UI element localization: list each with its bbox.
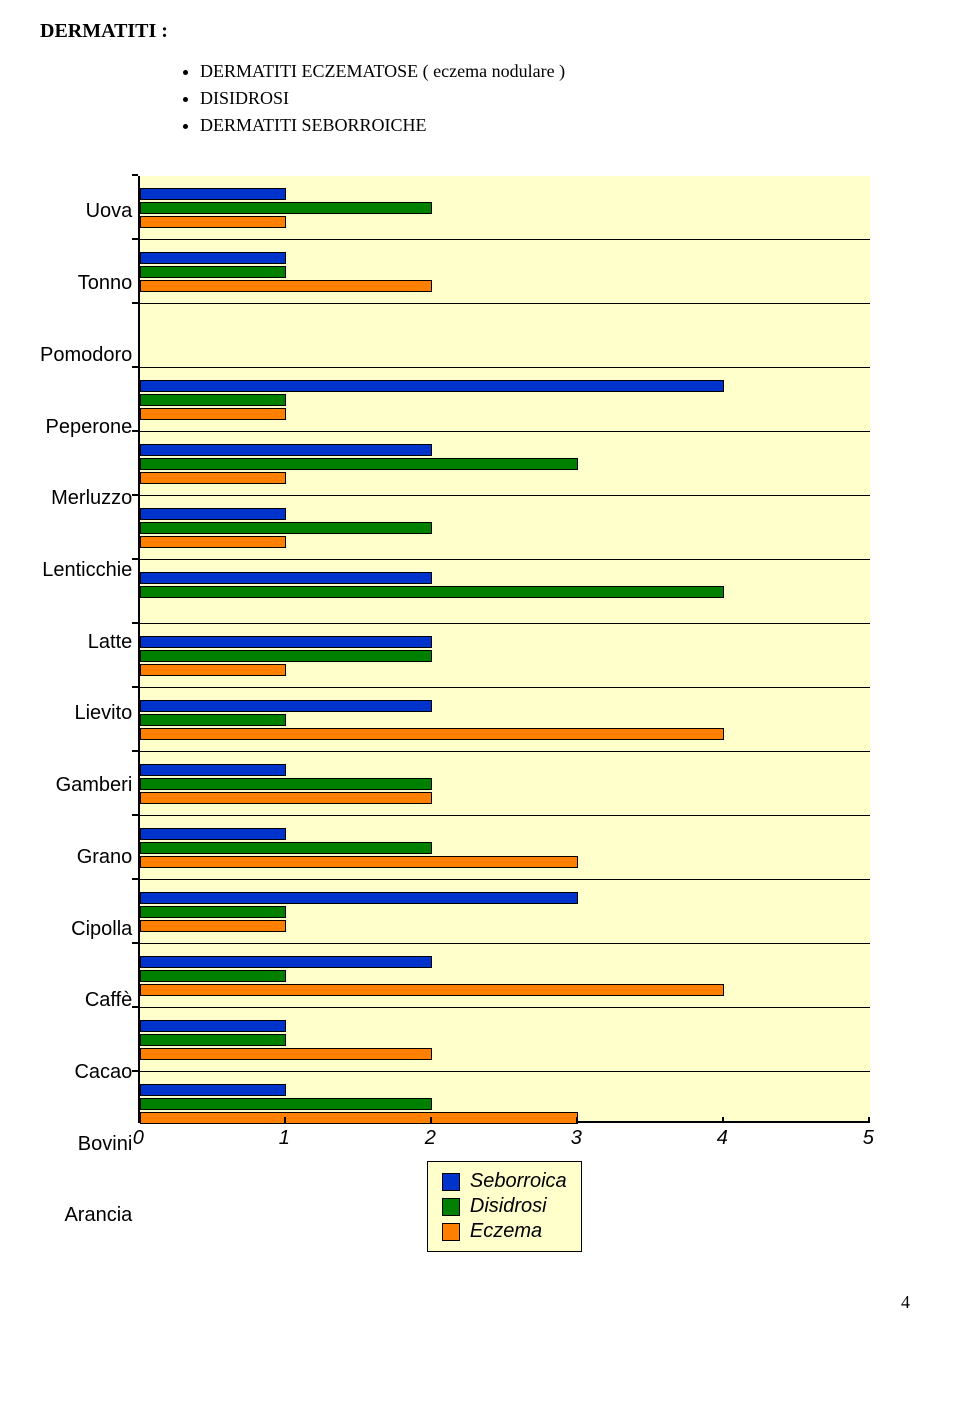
category-slot <box>140 815 870 879</box>
bar <box>140 188 286 200</box>
legend-label: Seborroica <box>470 1170 567 1193</box>
bar <box>140 1034 286 1046</box>
bar <box>140 650 432 662</box>
bar <box>140 380 724 392</box>
page-title: DERMATITI : <box>40 20 920 43</box>
y-label: Bovini <box>78 1113 132 1176</box>
category-slot <box>140 303 870 367</box>
x-tick-label: 1 <box>279 1127 290 1150</box>
category-slot <box>140 559 870 623</box>
bullet-item: DERMATITI ECZEMATOSE ( eczema nodulare ) <box>200 61 920 82</box>
plot-area <box>138 176 870 1123</box>
bar <box>140 394 286 406</box>
bar <box>140 700 432 712</box>
y-label: Tonno <box>78 252 133 315</box>
bar <box>140 842 432 854</box>
bar <box>140 572 432 584</box>
y-label: Gamberi <box>56 754 133 817</box>
bar <box>140 266 286 278</box>
category-slot <box>140 1007 870 1071</box>
bar <box>140 252 286 264</box>
bar <box>140 1020 286 1032</box>
legend-swatch <box>442 1223 460 1241</box>
bar <box>140 764 286 776</box>
bar <box>140 1112 578 1124</box>
bar <box>140 906 286 918</box>
x-axis: 012345 <box>138 1123 868 1153</box>
bar <box>140 828 286 840</box>
x-tick-label: 0 <box>133 1127 144 1150</box>
bar <box>140 408 286 420</box>
category-slot <box>140 623 870 687</box>
bar <box>140 508 286 520</box>
category-slot <box>140 176 870 239</box>
y-label: Peperone <box>46 396 133 459</box>
bar <box>140 536 286 548</box>
y-label: Caffè <box>85 969 132 1032</box>
bullet-item: DERMATITI SEBORROICHE <box>200 115 920 136</box>
bar <box>140 202 432 214</box>
y-label: Uova <box>86 180 133 243</box>
y-axis-labels: Uova Tonno Pomodoro Peperone Merluzzo Lenticc… <box>40 176 138 1252</box>
legend-swatch <box>442 1173 460 1191</box>
category-slot <box>140 431 870 495</box>
bullet-item: DISIDROSI <box>200 88 920 109</box>
x-tick-label: 4 <box>717 1127 728 1150</box>
legend-item: Eczema <box>442 1220 567 1243</box>
bar <box>140 892 578 904</box>
legend-item: Seborroica <box>442 1170 567 1193</box>
legend-item: Disidrosi <box>442 1195 567 1218</box>
bar <box>140 664 286 676</box>
bar <box>140 216 286 228</box>
y-label: Pomodoro <box>40 324 132 387</box>
legend: SeborroicaDisidrosiEczema <box>427 1161 582 1252</box>
category-slot <box>140 879 870 943</box>
legend-swatch <box>442 1198 460 1216</box>
bar <box>140 984 724 996</box>
y-label: Cacao <box>74 1041 132 1104</box>
bar <box>140 792 432 804</box>
bar <box>140 1084 286 1096</box>
bar <box>140 856 578 868</box>
bullet-list: DERMATITI ECZEMATOSE ( eczema nodulare )… <box>160 61 920 136</box>
bar <box>140 956 432 968</box>
y-label: Cipolla <box>71 898 132 961</box>
page-number: 4 <box>40 1292 920 1313</box>
category-slot <box>140 495 870 559</box>
bar <box>140 778 432 790</box>
y-label: Lievito <box>74 682 132 745</box>
legend-label: Eczema <box>470 1220 542 1243</box>
y-label: Arancia <box>64 1184 132 1247</box>
category-slot <box>140 687 870 751</box>
y-label: Grano <box>77 826 133 889</box>
category-slot <box>140 239 870 303</box>
x-tick-label: 2 <box>425 1127 436 1150</box>
x-tick-label: 5 <box>863 1127 874 1150</box>
bar <box>140 472 286 484</box>
chart: Uova Tonno Pomodoro Peperone Merluzzo Lenticc… <box>40 176 920 1252</box>
bar <box>140 636 432 648</box>
bar <box>140 586 724 598</box>
y-label: Lenticchie <box>42 539 132 602</box>
y-label: Latte <box>88 611 132 674</box>
bar <box>140 1098 432 1110</box>
bar <box>140 714 286 726</box>
legend-label: Disidrosi <box>470 1195 547 1218</box>
category-slot <box>140 367 870 431</box>
bar <box>140 444 432 456</box>
bar <box>140 920 286 932</box>
category-slot <box>140 943 870 1007</box>
bar <box>140 458 578 470</box>
category-slot <box>140 751 870 815</box>
y-label: Merluzzo <box>51 467 132 530</box>
x-tick-label: 3 <box>571 1127 582 1150</box>
bar <box>140 1048 432 1060</box>
bar <box>140 522 432 534</box>
bar <box>140 970 286 982</box>
bar <box>140 728 724 740</box>
bar <box>140 280 432 292</box>
